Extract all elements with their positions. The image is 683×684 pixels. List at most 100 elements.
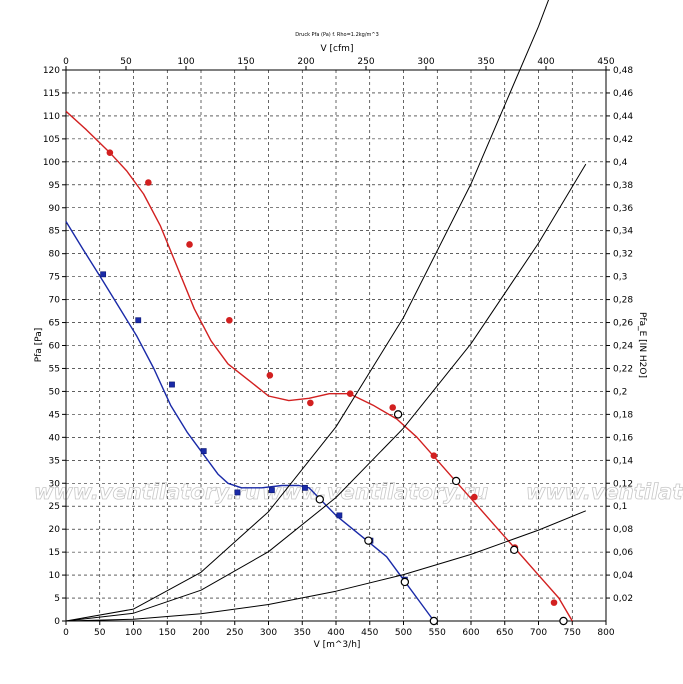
series-1-point [135, 317, 142, 324]
right-y-tick-label: 0,1 [613, 502, 627, 512]
operating-point [429, 616, 439, 626]
right-y-tick-label: 0,16 [613, 433, 633, 443]
right-y-tick-label: 0,24 [613, 342, 633, 352]
right-y-tick-label: 0,02 [613, 594, 633, 604]
series-0-point [106, 149, 114, 156]
right-y-tick-label: 0,42 [613, 135, 633, 145]
series-0-point [550, 599, 558, 606]
series-1-point [169, 381, 175, 388]
right-y-axis-label: Pfa_E [IN H2O] [637, 312, 647, 378]
y-tick-label: 45 [49, 410, 60, 420]
y-tick-label: 100 [43, 158, 60, 168]
bottom-x-axis-label: V [m^3/h] [314, 640, 361, 650]
y-tick-label: 115 [43, 89, 60, 99]
right-y-tick-label: 0,38 [613, 181, 633, 191]
grid-lines [66, 70, 606, 621]
top-x-tick-label: 400 [537, 57, 554, 67]
y-tick-label: 70 [49, 296, 61, 306]
operating-point [510, 545, 519, 555]
y-tick-label: 105 [43, 135, 60, 145]
left-y-axis-label: Pfa [Pa] [34, 328, 44, 363]
x-tick-label: 800 [597, 628, 614, 638]
y-tick-label: 10 [49, 571, 61, 581]
series-layer [65, 0, 587, 626]
y-tick-label: 0 [54, 617, 60, 627]
y-tick-label: 65 [49, 319, 60, 329]
y-tick-label: 85 [49, 227, 60, 237]
y-tick-label: 40 [49, 433, 61, 443]
series-0-line [65, 110, 573, 622]
top-x-tick-label: 200 [297, 57, 314, 67]
right-y-tick-label: 0,4 [613, 158, 628, 168]
y-tick-label: 15 [49, 548, 60, 558]
top-x-tick-label: 50 [120, 57, 132, 67]
top-x-tick-label: 450 [597, 57, 614, 67]
x-tick-label: 300 [260, 628, 277, 638]
series-1-point [336, 512, 343, 519]
operating-point [393, 410, 403, 419]
y-tick-label: 30 [49, 479, 61, 489]
y-tick-label: 55 [49, 364, 60, 374]
y-tick-label: 120 [43, 66, 60, 76]
right-y-tick-label: 0,06 [613, 548, 633, 558]
x-tick-label: 150 [159, 628, 176, 638]
watermark-layer: www.ventilatory.ru www.ventilatory.ru www.… [34, 480, 683, 505]
series-3-line [65, 163, 587, 622]
y-tick-label: 20 [49, 525, 61, 535]
x-tick-label: 500 [395, 628, 412, 638]
series-0-point [430, 452, 438, 460]
x-tick-label: 450 [361, 628, 378, 638]
operating-point [451, 476, 461, 486]
right-y-tick-label: 0,32 [613, 250, 633, 260]
right-y-tick-label: 0,48 [613, 66, 633, 76]
right-y-tick-label: 0,44 [613, 112, 633, 122]
watermark-left: www.ventilatory.ru [34, 480, 260, 504]
x-tick-label: 550 [429, 628, 446, 638]
y-tick-label: 25 [49, 502, 60, 512]
y-tick-label: 90 [49, 204, 61, 214]
axis-ticks: 0 50 100 150 200 250 300 350 400 450 500 550 600 650 7… [43, 57, 634, 638]
watermark-right: www.ventilatory.ru [526, 480, 683, 504]
watermark-center: www.ventilatory.ru [262, 480, 488, 504]
top-x-tick-label: 350 [477, 57, 494, 67]
top-x-tick-label: 300 [417, 57, 434, 67]
y-tick-label: 75 [49, 273, 60, 283]
series-0-point [471, 493, 478, 501]
right-y-tick-label: 0,14 [613, 456, 633, 466]
x-tick-label: 700 [530, 628, 547, 638]
x-tick-label: 400 [327, 628, 344, 638]
right-y-tick-label: 0,36 [613, 204, 633, 214]
operating-point [559, 616, 568, 626]
series-1-point [100, 271, 107, 278]
right-y-tick-label: 0,04 [613, 571, 633, 581]
y-tick-label: 35 [49, 456, 60, 466]
x-tick-label: 200 [192, 628, 209, 638]
x-tick-label: 0 [63, 628, 69, 638]
right-y-tick-label: 0,12 [613, 479, 633, 489]
series-1-point [200, 448, 207, 455]
series-2-line [65, 0, 550, 622]
series-0-point [186, 241, 193, 248]
top-x-tick-label: 250 [357, 57, 374, 67]
operating-point [315, 495, 324, 504]
top-x-tick-label: 0 [63, 57, 69, 67]
x-tick-label: 350 [294, 628, 311, 638]
x-tick-label: 650 [496, 628, 513, 638]
right-y-tick-label: 0,22 [613, 364, 633, 374]
series-0-point [266, 372, 274, 379]
x-tick-label: 750 [564, 628, 581, 638]
series-4-line [65, 510, 586, 622]
top-x-axis-label: V [cfm] [321, 44, 354, 54]
series-1-point [234, 489, 241, 496]
chart-title: Druck Pfa (Pa) f. Rho=1.2kg/m^3 [295, 32, 379, 38]
right-y-tick-label: 0,34 [613, 227, 633, 237]
y-tick-label: 60 [49, 342, 61, 352]
x-tick-label: 50 [94, 628, 106, 638]
operating-point [364, 536, 373, 545]
x-tick-label: 250 [226, 628, 243, 638]
right-y-tick-label: 0,3 [613, 273, 627, 283]
x-tick-label: 600 [462, 628, 479, 638]
y-tick-label: 50 [49, 387, 61, 397]
series-1-point [302, 484, 308, 491]
